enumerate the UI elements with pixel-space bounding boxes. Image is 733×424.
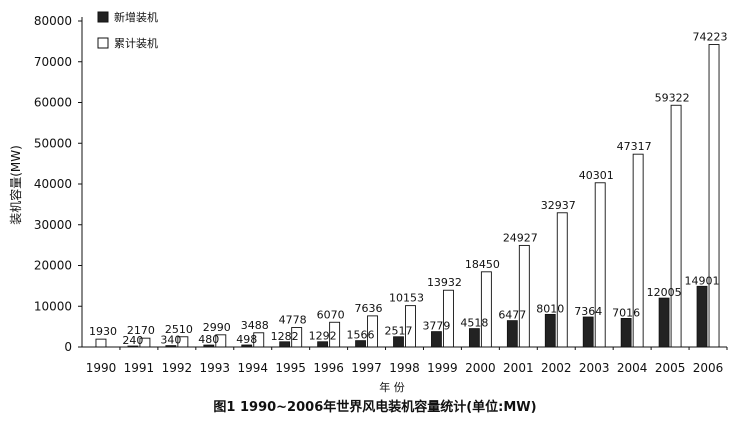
- bar-cumulative-2003: [594, 182, 606, 348]
- x-tick-label: 2002: [541, 361, 572, 375]
- bar-new-2002: [544, 313, 556, 348]
- bar-new-2005: [658, 297, 670, 348]
- data-label-cumulative-1996: 6070: [317, 308, 345, 321]
- x-tick-label: 1997: [351, 361, 382, 375]
- data-label-new-1992: 340: [160, 334, 181, 347]
- bars: [95, 44, 720, 348]
- y-tick-label: 50000: [34, 136, 72, 150]
- data-label-new-2001: 6477: [498, 309, 526, 322]
- bar-new-2006: [696, 285, 708, 348]
- data-label-cumulative-2003: 40301: [579, 169, 614, 182]
- data-label-new-1997: 1566: [347, 329, 375, 342]
- bar-new-2003: [582, 316, 594, 348]
- data-label-cumulative-2000: 18450: [465, 258, 500, 271]
- bar-cumulative-2006: [708, 44, 720, 348]
- axes: 0 10000 20000 30000 40000 50000 60000 70000 8000…: [34, 14, 728, 375]
- y-tick-label: 40000: [34, 177, 72, 191]
- x-tick-label: 2006: [693, 361, 724, 375]
- y-tick-label: 80000: [34, 14, 72, 28]
- x-tick-label: 2005: [655, 361, 686, 375]
- bar-new-2001: [506, 320, 518, 348]
- data-label-new-1995: 1282: [271, 330, 299, 343]
- bar-new-1998: [393, 336, 404, 348]
- data-label-new-1999: 3779: [422, 320, 450, 333]
- legend-label: 新增装机: [114, 10, 158, 24]
- y-tick-label: 70000: [34, 55, 72, 69]
- data-label-cumulative-1999: 13932: [427, 276, 462, 289]
- data-label-new-2003: 7364: [574, 305, 602, 318]
- x-tick-label: 1993: [200, 361, 231, 375]
- legend-label: 累计装机: [114, 36, 158, 50]
- y-axis-title: 装机容量(MW): [8, 145, 23, 225]
- x-tick-label: 1994: [237, 361, 268, 375]
- data-label-new-2006: 14901: [685, 274, 720, 287]
- data-label-cumulative-1998: 10153: [389, 292, 424, 305]
- x-tick-label: 2004: [617, 361, 648, 375]
- data-label-new-1993: 480: [198, 333, 219, 346]
- bar-cumulative-2001: [518, 244, 530, 348]
- data-label-new-1998: 2517: [385, 325, 413, 338]
- legend-swatch-new: [97, 11, 109, 23]
- data-label-cumulative-1994: 3488: [241, 319, 269, 332]
- bar-new-2004: [620, 318, 632, 348]
- data-label-cumulative-1993: 2990: [203, 321, 231, 334]
- x-tick-label: 1995: [275, 361, 306, 375]
- bar-cumulative-2000: [480, 271, 492, 348]
- data-label-cumulative-1995: 4778: [279, 314, 307, 327]
- legend-swatch-cumulative: [97, 37, 109, 49]
- data-label-new-2000: 4518: [460, 317, 488, 330]
- data-label-cumulative-1992: 2510: [165, 323, 193, 336]
- bar-cumulative-2005: [670, 104, 682, 348]
- x-tick-label: 1996: [313, 361, 344, 375]
- x-tick-label: 2003: [579, 361, 610, 375]
- bar-new-2000: [468, 328, 480, 348]
- chart-title: 图1 1990~2006年世界风电装机容量统计(单位:MW): [213, 399, 536, 415]
- x-tick-label: 2000: [465, 361, 496, 375]
- y-tick-label: 30000: [34, 218, 72, 232]
- x-tick-label: 1998: [389, 361, 420, 375]
- data-label-cumulative-1991: 2170: [127, 324, 155, 337]
- data-label-cumulative-2005: 59322: [655, 91, 690, 104]
- x-axis-title: 年 份: [379, 380, 405, 394]
- y-tick-label: 60000: [34, 96, 72, 110]
- y-tick-label: 0: [64, 340, 72, 354]
- bar-cumulative-2002: [556, 212, 568, 348]
- data-label-cumulative-1990: 1930: [89, 325, 117, 338]
- x-tick-label: 1992: [162, 361, 193, 375]
- y-tick-label: 20000: [34, 259, 72, 273]
- x-tick-label: 2001: [503, 361, 534, 375]
- data-label-new-1994: 498: [236, 333, 257, 346]
- data-label-cumulative-2001: 24927: [503, 231, 538, 244]
- data-label-cumulative-2002: 32937: [541, 199, 576, 212]
- data-label-cumulative-1997: 7636: [355, 302, 383, 315]
- y-tick-label: 10000: [34, 299, 72, 313]
- bar-new-1999: [431, 331, 442, 348]
- data-label-new-2005: 12005: [647, 286, 682, 299]
- x-tick-label: 1991: [124, 361, 155, 375]
- bar-cumulative-1990: [95, 338, 107, 348]
- data-label-new-2004: 7016: [612, 306, 640, 319]
- data-label-new-1991: 240: [122, 334, 143, 347]
- data-label-new-1996: 1292: [309, 330, 337, 343]
- data-label-cumulative-2006: 74223: [693, 31, 728, 44]
- x-tick-label: 1990: [86, 361, 117, 375]
- data-label-cumulative-2004: 47317: [617, 140, 652, 153]
- x-tick-label: 1999: [427, 361, 458, 375]
- data-label-new-2002: 8010: [536, 302, 564, 315]
